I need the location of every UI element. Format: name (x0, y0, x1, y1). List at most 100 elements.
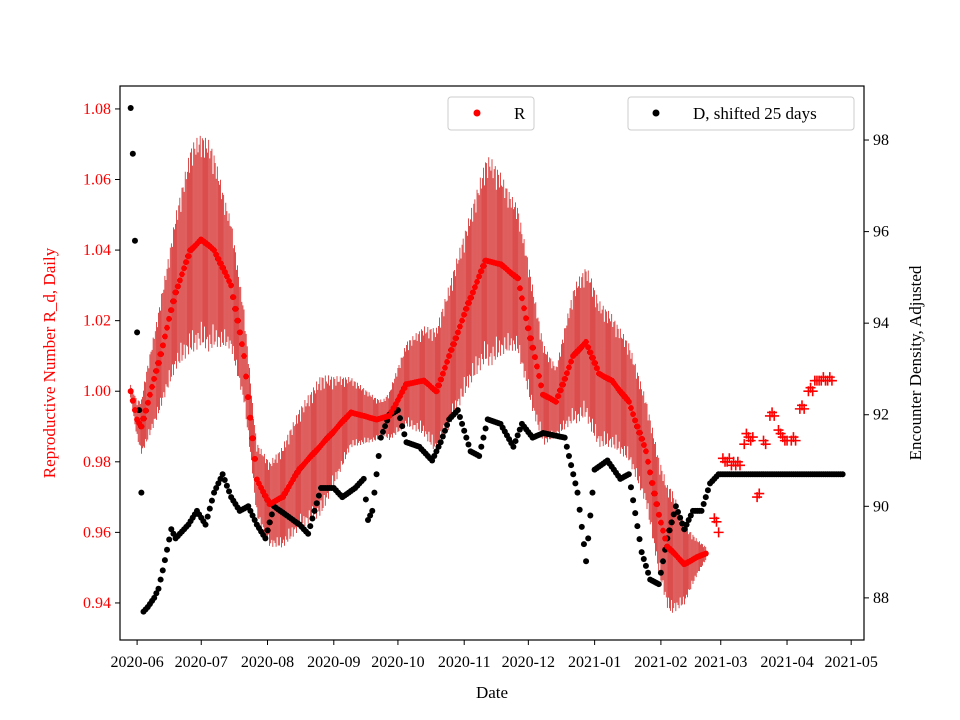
y-tick-label-left: 1.00 (83, 383, 111, 400)
x-tick-label: 2021-04 (760, 654, 813, 671)
r-point-plus (713, 527, 724, 538)
r-point (557, 387, 564, 394)
d-point (247, 507, 254, 514)
d-point (249, 512, 256, 519)
d-point (461, 427, 468, 434)
r-point (181, 265, 188, 272)
r-point-plus (735, 460, 745, 471)
legend-d-box (627, 96, 855, 131)
r-point (151, 375, 158, 382)
r-point (521, 305, 528, 312)
r-point (563, 370, 570, 377)
r-point (583, 338, 590, 345)
r-point-plus (807, 386, 818, 397)
d-point (512, 438, 519, 445)
d-point (683, 521, 690, 528)
d-point (166, 536, 173, 543)
y-tick-label-right: 96 (873, 224, 889, 241)
d-point (463, 434, 470, 441)
r-series (127, 236, 837, 568)
d-point (134, 329, 141, 336)
d-point (157, 576, 164, 583)
y-tick-label-right: 88 (873, 590, 889, 607)
r-point (446, 352, 453, 359)
d-point (482, 425, 489, 432)
d-point (514, 432, 521, 439)
r-point (155, 360, 162, 366)
r-point-plus (826, 375, 837, 386)
r-point (249, 435, 256, 442)
r-point (433, 388, 440, 395)
d-point (630, 497, 637, 504)
r-point-plus (747, 432, 758, 443)
d-point (839, 471, 846, 478)
d-point (668, 519, 675, 526)
r-point (444, 358, 451, 365)
d-point (159, 567, 166, 574)
x-tick-label: 2020-09 (307, 654, 360, 671)
d-point (634, 523, 641, 530)
d-point (459, 420, 466, 427)
r-point (536, 372, 543, 379)
d-point (672, 503, 679, 510)
y-axis-label-left: Reproductive Number R_d, Daily (40, 247, 59, 478)
r-point (247, 414, 254, 421)
d-point (563, 443, 570, 450)
d-point (215, 480, 222, 487)
d-point (437, 439, 444, 446)
d-point (687, 512, 694, 519)
r-point (157, 351, 164, 358)
d-point (444, 422, 451, 429)
x-tick-label: 2020-12 (502, 654, 555, 671)
d-point (657, 569, 664, 576)
r-point (647, 469, 654, 476)
r-point-plus (799, 403, 810, 414)
r-point (561, 375, 568, 382)
d-point (431, 452, 438, 459)
x-axis-label: Date (476, 683, 508, 702)
d-point (127, 104, 134, 111)
r-point (164, 324, 171, 331)
d-point (561, 434, 568, 441)
r-point (467, 294, 474, 301)
d-point (377, 434, 384, 441)
r-point (587, 349, 594, 356)
d-point (576, 506, 583, 513)
d-point (700, 501, 707, 508)
d-point (262, 535, 269, 542)
x-tick-label: 2021-02 (634, 654, 687, 671)
r-point (185, 253, 192, 260)
d-point (204, 513, 211, 520)
r-point (649, 479, 656, 486)
d-point (397, 415, 404, 422)
d-point (456, 414, 463, 421)
r-point (166, 315, 173, 322)
d-point (202, 521, 209, 528)
r-point (471, 284, 478, 291)
r-point (702, 550, 709, 557)
r-point (514, 275, 521, 282)
y-tick-label-left: 1.02 (83, 313, 111, 330)
plot-frame (119, 85, 865, 641)
d-point (572, 480, 579, 487)
d-point (382, 423, 389, 430)
y-tick-label-left: 0.98 (83, 454, 111, 471)
r-point (245, 394, 252, 401)
r-point (168, 307, 175, 314)
y-tick-label-right: 98 (873, 132, 889, 149)
r-point (170, 298, 177, 305)
y-tick-label-left: 1.06 (83, 172, 111, 189)
d-point (268, 511, 275, 518)
d-point (223, 482, 230, 489)
r-point (516, 285, 523, 292)
r-point (657, 519, 664, 526)
x-tick-label: 2020-10 (371, 654, 424, 671)
d-point (369, 507, 376, 514)
d-point (704, 487, 711, 494)
legend-r: R (447, 96, 535, 131)
d-point (587, 512, 594, 519)
y-axis-label-right: Encounter Density, Adjusted (906, 265, 925, 460)
r-point (131, 407, 138, 414)
r-point (146, 391, 153, 398)
